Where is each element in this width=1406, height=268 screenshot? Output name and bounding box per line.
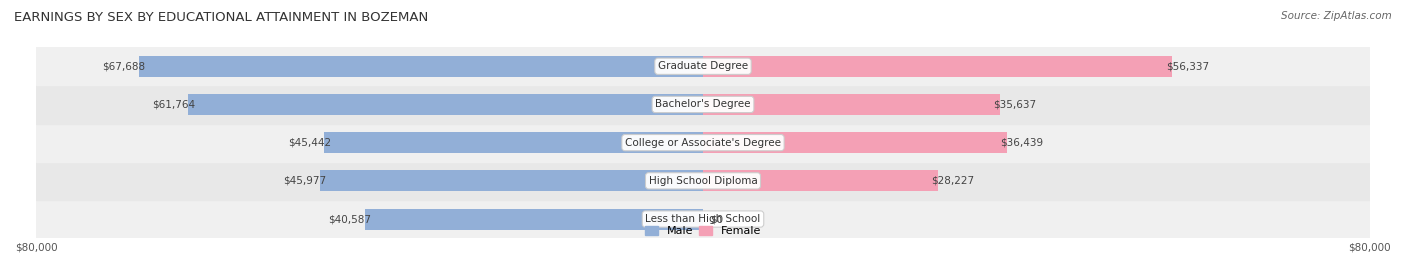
Bar [703,94,1000,115]
Text: EARNINGS BY SEX BY EDUCATIONAL ATTAINMENT IN BOZEMAN: EARNINGS BY SEX BY EDUCATIONAL ATTAINMEN… [14,11,429,24]
Text: Bachelor's Degree: Bachelor's Degree [655,99,751,109]
Text: $28,227: $28,227 [932,176,974,186]
Text: $36,439: $36,439 [1000,138,1043,148]
Text: Graduate Degree: Graduate Degree [658,61,748,71]
Bar [37,47,1369,85]
Text: $61,764: $61,764 [152,99,195,109]
Bar [37,200,1369,238]
Text: $56,337: $56,337 [1166,61,1209,71]
Text: $35,637: $35,637 [993,99,1036,109]
Bar [139,56,703,77]
Bar [703,170,938,191]
Bar [188,94,703,115]
Bar [364,209,703,230]
Text: $0: $0 [710,214,723,224]
Text: $45,977: $45,977 [284,176,326,186]
Text: $40,587: $40,587 [329,214,371,224]
Text: Source: ZipAtlas.com: Source: ZipAtlas.com [1281,11,1392,21]
Text: $45,442: $45,442 [288,138,330,148]
Text: High School Diploma: High School Diploma [648,176,758,186]
Bar [703,56,1173,77]
Bar [37,162,1369,200]
Bar [325,132,703,153]
Text: College or Associate's Degree: College or Associate's Degree [626,138,780,148]
Bar [37,124,1369,162]
Legend: Male, Female: Male, Female [644,226,762,236]
Text: $67,688: $67,688 [103,61,146,71]
Bar [37,85,1369,124]
Text: Less than High School: Less than High School [645,214,761,224]
Bar [319,170,703,191]
Bar [703,132,1007,153]
